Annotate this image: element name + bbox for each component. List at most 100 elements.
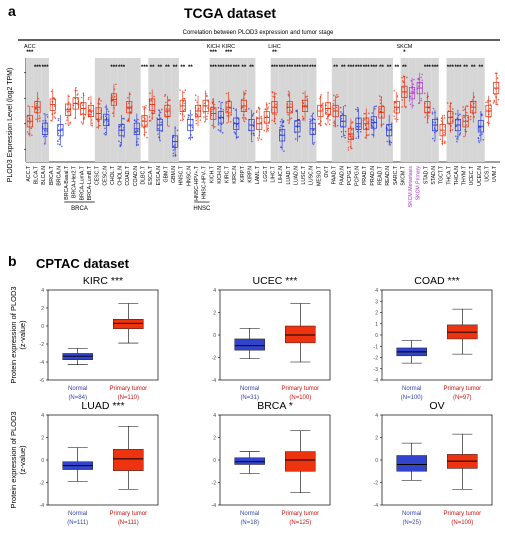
sample-point bbox=[148, 119, 151, 122]
sample-point bbox=[287, 119, 289, 121]
sample-point bbox=[66, 119, 68, 121]
sample-point bbox=[389, 144, 392, 146]
sample-point bbox=[50, 119, 52, 122]
sample-point bbox=[351, 128, 353, 131]
significance-label: *** bbox=[42, 65, 50, 71]
sample-point bbox=[226, 115, 229, 117]
y-tick-label: 0 bbox=[41, 458, 44, 464]
x-tick-label: PAAD.N bbox=[339, 166, 345, 185]
sample-point bbox=[393, 89, 396, 92]
sample-point bbox=[260, 121, 262, 124]
sample-point bbox=[211, 124, 214, 127]
sample-point bbox=[444, 140, 446, 143]
x-tick-label: GBM.N bbox=[171, 166, 177, 183]
group-name-label: Normal bbox=[68, 511, 87, 517]
sample-point bbox=[60, 145, 63, 148]
stage-cancer-label: KIRC bbox=[222, 44, 235, 50]
sample-point bbox=[207, 112, 209, 115]
sample-point bbox=[57, 143, 59, 145]
tcga-boxplot: ACC.T***BLCA.T***BLCA.N BRCA.T BRCA.N BRCA-… bbox=[24, 58, 500, 212]
sample-point bbox=[337, 95, 339, 98]
sample-point bbox=[168, 108, 170, 110]
sample-point bbox=[156, 117, 158, 120]
sample-point bbox=[371, 112, 374, 114]
sample-point bbox=[122, 117, 124, 120]
sample-point bbox=[113, 115, 115, 117]
sample-point bbox=[222, 108, 225, 111]
sample-point bbox=[87, 98, 90, 101]
panel-a-header: Correlation between PLOD3 expression and… bbox=[183, 30, 334, 36]
group-n-label: (N=100) bbox=[289, 395, 311, 401]
sample-point bbox=[225, 102, 228, 105]
sample-point bbox=[275, 113, 277, 116]
sample-point bbox=[497, 98, 500, 101]
box bbox=[285, 325, 316, 344]
sample-point bbox=[356, 110, 359, 112]
sample-point bbox=[251, 140, 253, 143]
significance-label: *** bbox=[294, 65, 302, 71]
sample-point bbox=[68, 95, 70, 98]
sample-point bbox=[217, 123, 220, 126]
y-tick-label: -4 bbox=[40, 360, 45, 366]
sample-point bbox=[333, 120, 336, 123]
sample-point bbox=[372, 122, 374, 125]
sample-point bbox=[440, 117, 443, 120]
sample-point bbox=[408, 100, 411, 102]
shade-band bbox=[133, 58, 141, 162]
x-tick-label: KICH.T bbox=[209, 165, 215, 183]
sample-point bbox=[312, 129, 315, 132]
sample-point bbox=[31, 134, 33, 136]
sample-point bbox=[213, 103, 216, 106]
sample-point bbox=[327, 91, 329, 94]
x-tick-label: CESC.T bbox=[95, 165, 101, 185]
sample-point bbox=[463, 108, 466, 111]
sample-point bbox=[144, 106, 147, 109]
sample-point bbox=[57, 117, 60, 120]
panel-a-title: TCGA dataset bbox=[184, 5, 276, 21]
sample-point bbox=[114, 100, 116, 103]
y-tick-label: 0 bbox=[375, 333, 378, 339]
sample-point bbox=[195, 122, 198, 125]
sample-point bbox=[80, 121, 83, 124]
box bbox=[62, 353, 93, 361]
sample-point bbox=[344, 130, 347, 133]
sample-point bbox=[38, 115, 41, 117]
sample-point bbox=[50, 90, 53, 93]
x-tick-label: LIHC.N bbox=[278, 166, 284, 183]
sample-point bbox=[233, 131, 236, 133]
sample-point bbox=[268, 102, 271, 105]
sample-point bbox=[312, 132, 315, 135]
sample-point bbox=[326, 117, 328, 120]
sample-point bbox=[38, 117, 40, 120]
sample-point bbox=[351, 137, 353, 139]
x-tick-label: KIRP.T bbox=[240, 165, 246, 182]
sample-point bbox=[182, 118, 185, 121]
sample-point bbox=[274, 122, 277, 125]
sample-point bbox=[302, 92, 304, 95]
y-tick-label: -4 bbox=[212, 503, 217, 509]
sample-point bbox=[401, 76, 403, 79]
sample-point bbox=[149, 92, 151, 95]
sample-point bbox=[439, 138, 442, 141]
sample-point bbox=[456, 140, 458, 143]
sample-point bbox=[431, 112, 434, 115]
x-tick-label: PRAD.T bbox=[362, 165, 368, 185]
significance-label: *** bbox=[370, 65, 378, 71]
sample-point bbox=[355, 108, 357, 111]
sample-point bbox=[332, 94, 335, 97]
sample-point bbox=[127, 107, 129, 110]
sample-point bbox=[226, 122, 228, 124]
sample-point bbox=[387, 124, 390, 127]
sample-point bbox=[473, 116, 476, 118]
sample-point bbox=[355, 137, 358, 139]
sample-point bbox=[205, 95, 208, 97]
sample-point bbox=[287, 113, 289, 116]
y-tick-label: -6 bbox=[40, 378, 45, 384]
sample-point bbox=[137, 144, 140, 146]
group-n-label: (N=84) bbox=[68, 395, 87, 401]
sample-point bbox=[412, 104, 415, 107]
sample-point bbox=[394, 101, 397, 104]
sample-point bbox=[324, 122, 327, 125]
x-tick-label: TGCT.T bbox=[439, 165, 445, 184]
sample-point bbox=[179, 119, 182, 122]
